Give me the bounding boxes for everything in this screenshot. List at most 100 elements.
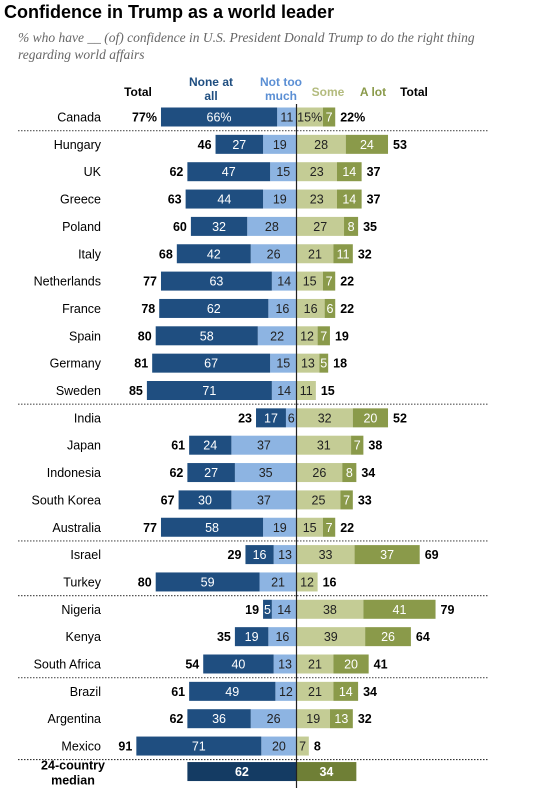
value-label-not-too-much: 16 xyxy=(275,630,289,644)
total-no-confidence: 68 xyxy=(159,247,173,261)
value-label-none-at-all: 27 xyxy=(204,466,218,480)
bar-none-at-all xyxy=(136,736,262,756)
bar-a-lot xyxy=(344,216,359,236)
bar-none-at-all xyxy=(155,572,260,592)
value-label-a-lot: 7 xyxy=(320,329,327,343)
total-confidence: 79 xyxy=(441,603,455,617)
total-no-confidence: 29 xyxy=(228,548,242,562)
value-label-none-at-all: 17 xyxy=(264,411,278,425)
bar-some xyxy=(296,709,330,729)
value-label-none-at-all: 67 xyxy=(204,357,218,371)
value-label-some: 12 xyxy=(300,329,314,343)
total-no-confidence: 77% xyxy=(132,111,157,125)
total-confidence: 37 xyxy=(367,165,381,179)
bar-some xyxy=(296,736,309,756)
country-label: Brazil xyxy=(70,685,101,699)
bar-none-at-all xyxy=(215,134,264,154)
bar-none-at-all xyxy=(187,463,235,483)
total-no-confidence: 80 xyxy=(138,329,152,343)
median-value-no-confidence: 62 xyxy=(235,765,249,779)
value-label-a-lot: 8 xyxy=(348,220,355,234)
bar-not-too-much xyxy=(231,435,297,455)
bar-some xyxy=(296,435,352,455)
value-label-not-too-much: 15 xyxy=(276,357,290,371)
value-label-a-lot: 14 xyxy=(342,193,356,207)
bar-some xyxy=(296,408,353,428)
country-label: Hungary xyxy=(54,138,102,152)
value-label-some: 31 xyxy=(317,439,331,453)
bar-none-at-all xyxy=(190,216,248,236)
country-label: Argentina xyxy=(47,712,101,726)
value-label-not-too-much: 35 xyxy=(259,466,273,480)
bar-not-too-much xyxy=(263,189,297,209)
bar-some xyxy=(296,381,316,400)
value-label-a-lot: 6 xyxy=(326,302,333,316)
bar-none-at-all xyxy=(203,654,274,674)
bar-a-lot xyxy=(317,326,330,346)
value-label-a-lot: 13 xyxy=(334,712,348,726)
bar-some xyxy=(296,216,345,236)
value-label-not-too-much: 15 xyxy=(276,165,290,179)
total-confidence: 22 xyxy=(340,521,354,535)
value-label-some: 32 xyxy=(318,411,332,425)
value-label-not-too-much: 12 xyxy=(279,685,293,699)
value-label-some: 16 xyxy=(304,302,318,316)
value-label-not-too-much: 22 xyxy=(270,329,284,343)
bar-none-at-all xyxy=(176,244,251,264)
bar-some xyxy=(296,517,323,537)
bar-not-too-much xyxy=(261,736,297,756)
country-label: Mexico xyxy=(61,740,101,754)
bar-none-at-all xyxy=(146,381,272,400)
total-no-confidence: 78 xyxy=(141,302,155,316)
header-not-too-much: Not too much xyxy=(260,75,302,103)
value-label-none-at-all: 63 xyxy=(209,275,223,289)
total-confidence: 34 xyxy=(363,685,377,699)
total-confidence: 15 xyxy=(321,384,335,398)
header-none-at-all: None at all xyxy=(188,75,233,103)
total-no-confidence: 63 xyxy=(168,193,182,207)
total-confidence: 33 xyxy=(358,493,372,507)
bar-not-too-much xyxy=(275,681,297,701)
bar-some xyxy=(296,189,337,209)
country-label: Netherlands xyxy=(34,275,101,289)
value-label-not-too-much: 13 xyxy=(278,548,292,562)
value-label-none-at-all: 58 xyxy=(205,521,219,535)
value-label-a-lot: 41 xyxy=(393,603,407,617)
country-label: Indonesia xyxy=(47,466,101,480)
country-label: Australia xyxy=(52,521,101,535)
value-label-none-at-all: 40 xyxy=(231,658,245,672)
value-label-not-too-much: 26 xyxy=(267,712,281,726)
value-label-some: 13 xyxy=(301,357,315,371)
value-label-not-too-much: 14 xyxy=(277,275,291,289)
bar-a-lot xyxy=(322,271,336,291)
bar-none-at-all xyxy=(256,408,286,428)
country-label: Sweden xyxy=(56,384,101,398)
value-label-some: 26 xyxy=(312,466,326,480)
chart-subtitle: % who have __ (of) confidence in U.S. Pr… xyxy=(18,30,475,62)
value-label-not-too-much: 13 xyxy=(278,658,292,672)
bar-not-too-much xyxy=(250,709,297,729)
value-label-some: 7 xyxy=(299,740,306,754)
bar-a-lot xyxy=(324,298,336,318)
bar-a-lot xyxy=(333,244,353,264)
total-confidence: 35 xyxy=(363,220,377,234)
total-confidence: 69 xyxy=(425,548,439,562)
value-label-none-at-all: 62 xyxy=(207,302,221,316)
value-label-not-too-much: 19 xyxy=(273,521,287,535)
median-bar-no-confidence xyxy=(187,762,297,782)
bar-none-at-all xyxy=(160,517,264,537)
value-label-some: 27 xyxy=(313,220,327,234)
bar-a-lot xyxy=(342,463,357,483)
total-confidence: 34 xyxy=(361,466,375,480)
country-label: Poland xyxy=(62,220,101,234)
value-label-not-too-much: 19 xyxy=(273,138,287,152)
bar-not-too-much xyxy=(273,654,297,674)
bar-not-too-much xyxy=(234,463,297,483)
bar-not-too-much xyxy=(270,353,297,373)
value-label-none-at-all: 16 xyxy=(253,548,267,562)
value-label-none-at-all: 27 xyxy=(232,138,246,152)
bar-not-too-much xyxy=(247,216,297,236)
bar-not-too-much xyxy=(231,490,297,510)
bar-a-lot xyxy=(336,189,362,209)
value-label-a-lot: 8 xyxy=(346,466,353,480)
